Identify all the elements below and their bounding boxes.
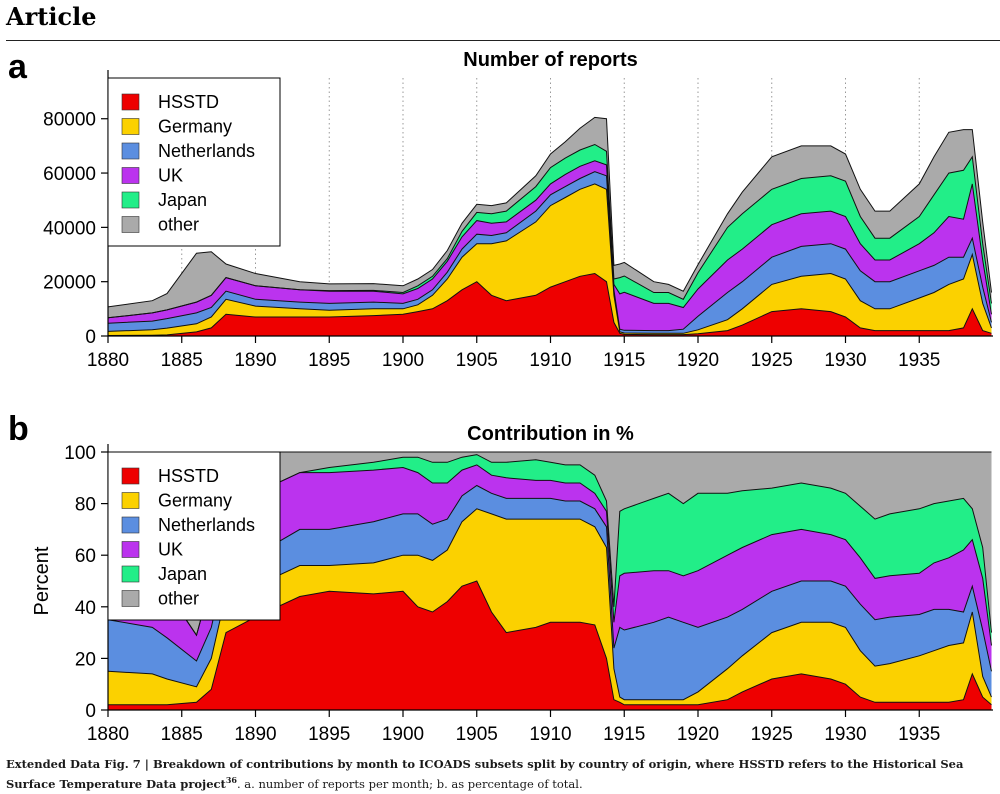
legend-label-germany: Germany <box>158 117 232 137</box>
area-japan <box>108 144 992 318</box>
x-tick-label: 1925 <box>751 350 793 371</box>
panel-letter-b: b <box>8 410 29 448</box>
x-tick-label: 1900 <box>382 724 424 745</box>
x-tick-label: 1895 <box>308 724 350 745</box>
y-tick-label: 60 <box>75 546 96 567</box>
x-tick-label: 1915 <box>603 350 645 371</box>
x-tick-label: 1895 <box>308 350 350 371</box>
panel-letter-a: a <box>8 48 27 86</box>
legend-label-uk: UK <box>158 166 183 186</box>
x-tick-label: 1935 <box>898 350 940 371</box>
reports-chart: Number of reports 0 20000 40000 60000 80000 18… <box>43 49 993 371</box>
legend-swatch <box>121 492 140 509</box>
y-tick-label: 0 <box>85 327 96 348</box>
legend-swatch <box>121 590 140 607</box>
boundary-other <box>107 116 992 308</box>
chart-title: Contribution in % <box>467 423 634 445</box>
area-other <box>108 117 992 318</box>
y-tick-label: 80000 <box>43 110 96 131</box>
x-tick-label: 1890 <box>234 350 276 371</box>
x-tick-label: 1930 <box>824 724 866 745</box>
x-tick-label: 1880 <box>87 724 129 745</box>
x-tick-label: 1910 <box>529 724 571 745</box>
percent-chart: Contribution in % 0 20 40 60 80 100 1880 1885 189… <box>31 423 993 745</box>
area-japan <box>108 454 992 646</box>
area-netherlands <box>108 171 992 334</box>
legend-label-hsstd: HSSTD <box>158 466 219 486</box>
x-tick-label: 1920 <box>677 350 719 371</box>
legend-label-netherlands: Netherlands <box>158 141 255 161</box>
x-tick-label: 1935 <box>898 724 940 745</box>
x-tick-label: 1885 <box>161 350 203 371</box>
area-uk <box>108 160 992 331</box>
legend-swatch <box>121 191 140 209</box>
boundary-germany <box>107 183 992 334</box>
boundary-uk <box>107 464 992 646</box>
page-header-title: Article <box>6 2 97 31</box>
x-tick-label: 1930 <box>824 350 866 371</box>
legend-swatch <box>121 541 140 558</box>
y-tick-label: 0 <box>85 701 96 722</box>
area-germany <box>108 508 992 705</box>
boundary-japan <box>107 454 992 637</box>
legend-label-netherlands: Netherlands <box>158 515 255 535</box>
x-tick-label: 1910 <box>529 350 571 371</box>
legend-swatch <box>121 142 140 160</box>
area-germany <box>108 183 992 336</box>
x-tick-label: 1905 <box>456 350 498 371</box>
x-tick-label: 1925 <box>751 724 793 745</box>
header-rule <box>6 40 1000 41</box>
figure-caption: Extended Data Fig. 7 | Breakdown of cont… <box>6 756 991 792</box>
area-uk <box>108 464 992 672</box>
legend-swatch <box>121 93 140 111</box>
x-tick-label: 1890 <box>234 724 276 745</box>
y-tick-label: 80 <box>75 495 96 516</box>
legend-label-germany: Germany <box>158 491 232 511</box>
x-tick-label: 1915 <box>603 724 645 745</box>
boundary-germany <box>107 508 992 701</box>
x-tick-label: 1880 <box>87 350 129 371</box>
legend-swatch <box>121 467 140 485</box>
caption-bold-text: Breakdown of contributions by month to I… <box>6 757 964 791</box>
y-axis-label: Percent <box>31 546 53 615</box>
chart-title: Number of reports <box>463 49 637 71</box>
y-tick-label: 40 <box>75 598 96 619</box>
boundary-netherlands <box>107 484 992 672</box>
caption-ref: 36 <box>225 775 237 785</box>
area-netherlands <box>108 485 992 700</box>
boundary-hsstd <box>107 272 992 336</box>
legend-swatch <box>121 118 140 135</box>
boundary-japan <box>107 143 992 319</box>
y-tick-label: 60000 <box>43 164 96 185</box>
legend-label-uk: UK <box>158 540 183 560</box>
boundary-hsstd <box>108 580 992 706</box>
x-tick-label: 1885 <box>161 724 203 745</box>
caption-label: Extended Data Fig. 7 | <box>6 757 153 771</box>
legend-label-japan: Japan <box>158 190 207 210</box>
y-tick-label: 20000 <box>43 273 96 294</box>
legend-swatch <box>121 565 140 583</box>
y-tick-label: 20 <box>75 649 96 670</box>
legend-label-other: other <box>158 589 199 609</box>
legend-swatch <box>121 216 140 233</box>
legend-label-japan: Japan <box>158 564 207 584</box>
legend-swatch <box>121 516 140 534</box>
legend-label-hsstd: HSSTD <box>158 92 219 112</box>
legend-label-other: other <box>158 215 199 235</box>
legend-swatch <box>121 167 140 184</box>
area-hsstd <box>108 581 992 710</box>
x-tick-label: 1920 <box>677 724 719 745</box>
x-tick-label: 1905 <box>456 724 498 745</box>
caption-rest: . a. number of reports per month; b. as … <box>236 776 583 791</box>
boundary-netherlands <box>107 171 992 332</box>
y-tick-label: 100 <box>64 443 96 464</box>
y-tick-label: 40000 <box>43 218 96 239</box>
x-tick-label: 1900 <box>382 350 424 371</box>
area-hsstd <box>108 273 992 336</box>
